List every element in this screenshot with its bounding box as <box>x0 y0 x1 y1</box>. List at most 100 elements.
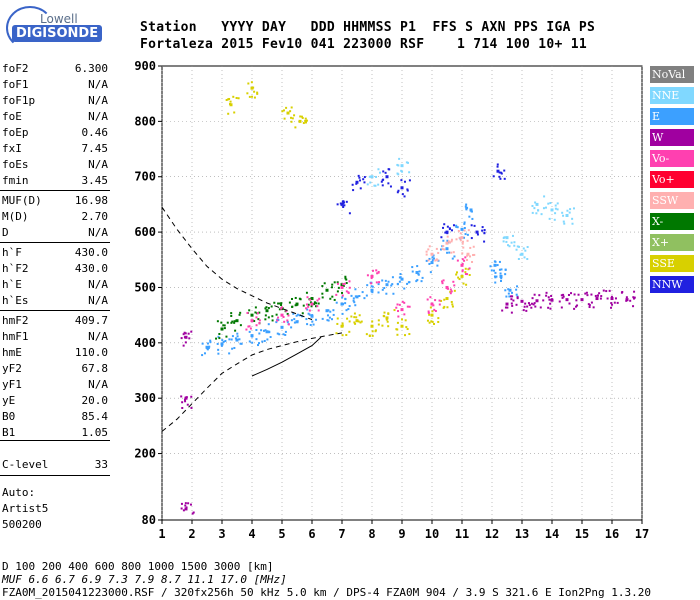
data-speckle <box>295 304 298 307</box>
y-tick-label: 700 <box>134 170 156 184</box>
data-speckle <box>504 268 507 271</box>
data-speckle <box>452 224 455 227</box>
data-speckle <box>344 298 347 301</box>
data-speckle <box>573 293 576 296</box>
data-speckle <box>425 253 428 256</box>
data-speckle <box>443 305 446 308</box>
data-point <box>220 327 224 331</box>
data-speckle <box>348 280 351 283</box>
data-speckle <box>398 303 401 306</box>
panel-divider <box>0 440 110 441</box>
data-speckle <box>434 299 437 302</box>
data-speckle <box>461 252 464 255</box>
data-speckle <box>292 312 295 315</box>
data-speckle <box>227 98 230 101</box>
data-speckle <box>357 174 360 177</box>
data-speckle <box>538 294 541 297</box>
data-speckle <box>257 344 260 347</box>
x-tick-label: 12 <box>485 527 499 541</box>
data-speckle <box>471 260 474 263</box>
data-speckle <box>309 301 312 304</box>
data-speckle <box>345 282 348 285</box>
data-point <box>184 335 188 339</box>
data-speckle <box>248 95 251 98</box>
data-speckle <box>620 291 623 294</box>
data-speckle <box>466 239 469 242</box>
param-row-fxi: fxI 7.45 <box>2 142 108 159</box>
data-speckle <box>345 290 348 293</box>
data-speckle <box>468 267 471 270</box>
panel-divider <box>0 310 110 311</box>
data-speckle <box>341 312 344 315</box>
param-label: yF1 <box>2 378 22 391</box>
data-speckle <box>275 313 278 316</box>
data-speckle <box>442 226 445 229</box>
data-speckle <box>629 299 632 302</box>
data-speckle <box>481 226 484 229</box>
data-speckle <box>554 212 557 215</box>
data-speckle <box>377 283 380 286</box>
y-tick-label: 300 <box>134 391 156 405</box>
data-speckle <box>246 92 249 95</box>
data-speckle <box>336 317 339 320</box>
data-speckle <box>276 319 279 322</box>
data-speckle <box>596 294 599 297</box>
data-speckle <box>448 241 451 244</box>
data-speckle <box>278 308 281 311</box>
data-speckle <box>560 306 563 309</box>
data-speckle <box>502 240 505 243</box>
data-speckle <box>384 279 387 282</box>
data-point <box>295 302 299 306</box>
x-tick-label: 14 <box>545 527 559 541</box>
x-tick-label: 9 <box>398 527 405 541</box>
data-speckle <box>503 177 506 180</box>
data-speckle <box>563 222 566 225</box>
data-speckle <box>408 179 411 182</box>
param-value: 0.46 <box>81 126 109 139</box>
data-speckle <box>308 313 311 316</box>
data-speckle <box>187 332 190 335</box>
data-point <box>499 274 503 278</box>
data-speckle <box>383 286 386 289</box>
data-speckle <box>341 294 344 297</box>
data-speckle <box>192 511 195 514</box>
data-point <box>430 261 434 265</box>
data-speckle <box>348 212 351 215</box>
data-speckle <box>352 189 355 192</box>
data-speckle <box>493 260 496 263</box>
data-speckle <box>396 282 399 285</box>
data-point <box>466 252 470 256</box>
data-speckle <box>522 247 525 250</box>
param-label: hmF1 <box>2 330 29 343</box>
data-speckle <box>446 251 449 254</box>
data-point <box>550 208 554 212</box>
data-speckle <box>353 316 356 319</box>
data-speckle <box>218 337 221 340</box>
param-value: N/A <box>88 278 108 291</box>
data-speckle <box>494 271 497 274</box>
data-speckle <box>203 352 206 355</box>
data-speckle <box>291 117 294 120</box>
data-speckle <box>281 110 284 113</box>
legend-item-nne: NNE <box>650 87 694 104</box>
data-point <box>235 319 239 323</box>
data-speckle <box>267 323 270 326</box>
data-speckle <box>440 248 443 251</box>
data-speckle <box>429 271 432 274</box>
data-speckle <box>451 305 454 308</box>
data-speckle <box>560 294 563 297</box>
data-speckle <box>570 292 573 295</box>
data-point <box>340 302 344 306</box>
data-speckle <box>446 235 449 238</box>
data-speckle <box>251 341 254 344</box>
data-speckle <box>515 288 518 291</box>
data-speckle <box>492 175 495 178</box>
data-speckle <box>387 325 390 328</box>
data-speckle <box>299 115 302 118</box>
data-speckle <box>446 306 449 309</box>
data-point <box>493 263 497 267</box>
data-speckle <box>428 262 431 265</box>
data-speckle <box>305 119 308 122</box>
data-speckle <box>494 276 497 279</box>
data-speckle <box>251 95 254 98</box>
